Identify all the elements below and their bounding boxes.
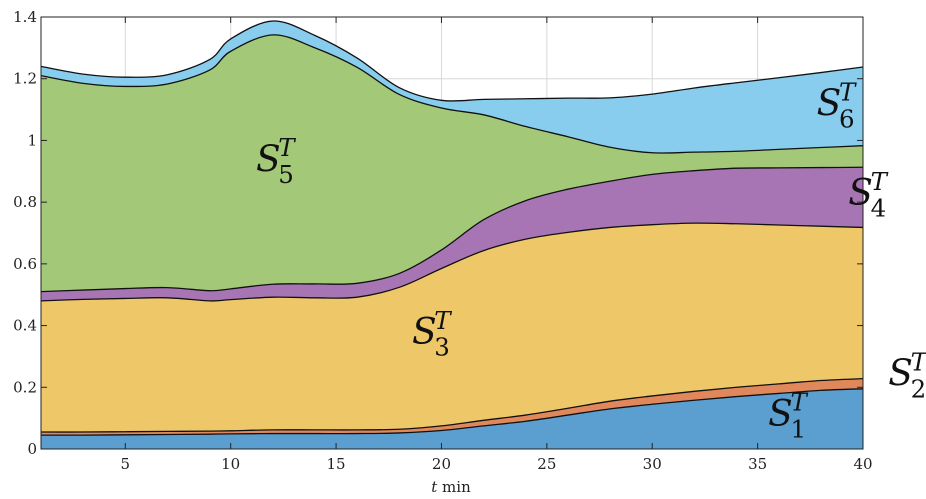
x-tick-label: 20 (432, 455, 451, 473)
boundary-s3t (40, 222, 864, 302)
y-tick-label: 1.4 (13, 8, 37, 26)
x-tick-label: 30 (643, 455, 662, 473)
y-tick-label: 1.2 (13, 70, 37, 88)
x-tick-label: 5 (121, 455, 131, 473)
x-tick-label: 40 (853, 455, 872, 473)
y-tick-label: 1 (27, 131, 37, 149)
x-axis-label: t min (431, 478, 471, 496)
boundary-s1t (40, 388, 864, 436)
label-sub: 5 (278, 160, 294, 189)
label-sup: T (911, 348, 926, 377)
label-sup: T (871, 167, 889, 196)
series-label-s1t: ST1 (768, 388, 808, 444)
axes (40, 16, 864, 450)
x-tick-label: 25 (537, 455, 556, 473)
y-tick-label: 0.2 (13, 378, 37, 396)
series-label-s5t: ST5 (256, 133, 296, 189)
label-base: S (412, 312, 437, 353)
label-sub: 1 (790, 414, 806, 443)
x-tick-label: 10 (221, 455, 240, 473)
label-sub: 6 (839, 104, 855, 133)
boundary-s2t (40, 377, 864, 433)
boundary-s4t (40, 166, 864, 293)
label-base: S (817, 84, 842, 125)
boundary-s6t (40, 20, 864, 102)
area-s5t (41, 34, 863, 292)
area-s6t (41, 20, 863, 154)
label-base: S (888, 354, 913, 395)
series-label-s3t: ST3 (412, 306, 452, 362)
x-tick-label: 35 (748, 455, 767, 473)
label-sub: 2 (911, 374, 926, 403)
y-tick-label: 0 (27, 440, 37, 458)
series-label-s6t: ST6 (817, 78, 857, 134)
y-tick-label: 0.8 (13, 193, 37, 211)
y-tick-label: 0.4 (13, 317, 37, 335)
y-tick-label: 0.6 (13, 255, 37, 273)
label-base: S (768, 394, 793, 435)
label-sub: 3 (434, 333, 450, 362)
label-base: S (848, 173, 873, 214)
boundary-s5t (40, 34, 864, 154)
label-sup: T (790, 388, 808, 417)
area-s4t (41, 167, 863, 301)
label-sup: T (278, 133, 296, 162)
stacked-areas (40, 20, 864, 449)
plot-frame (40, 16, 864, 450)
label-sup: T (434, 306, 452, 335)
label-sub: 4 (871, 194, 887, 223)
label-base: S (256, 139, 281, 180)
area-s3t (41, 223, 863, 433)
series-label-s4t: ST4 (848, 167, 888, 223)
series-label-s2t: ST2 (888, 348, 926, 404)
x-tick-label: 15 (327, 455, 346, 473)
label-sup: T (839, 78, 857, 107)
